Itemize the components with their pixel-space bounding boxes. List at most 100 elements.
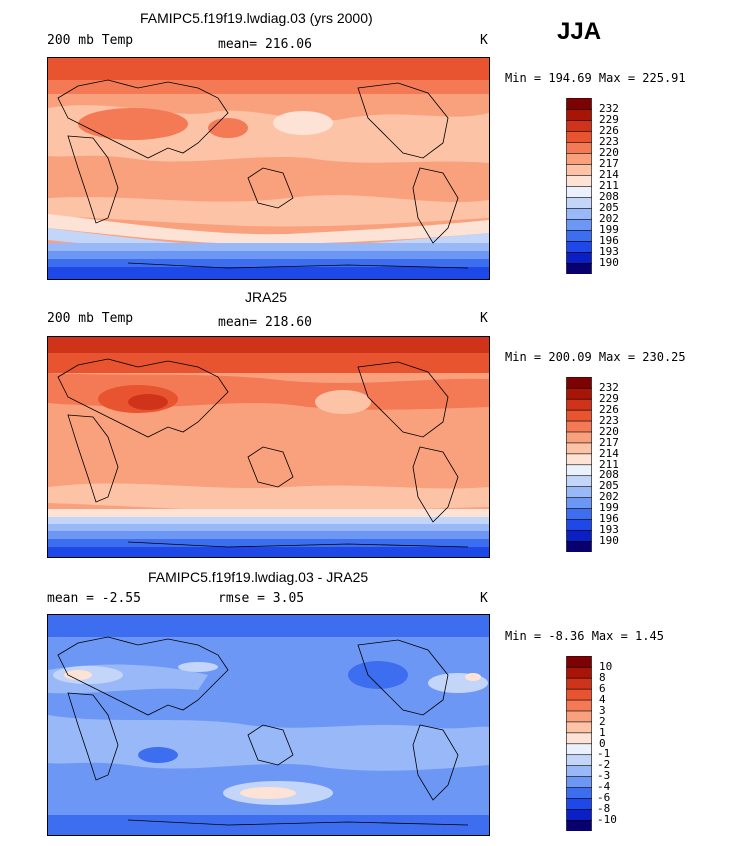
panel1-title: FAMIPC5.f19f19.lwdiag.03 (yrs 2000) (140, 10, 373, 26)
colorbar-tick-label: -4 (597, 780, 611, 794)
colorbar-swatch (566, 262, 592, 274)
colorbar-tick-label: -2 (597, 758, 611, 772)
panel1-colorbar (566, 98, 592, 274)
colorbar-swatch (566, 163, 592, 176)
colorbar-tick-label: 211 (599, 457, 619, 471)
colorbar-swatch (566, 786, 592, 799)
colorbar-swatch (566, 540, 592, 552)
colorbar-swatch (566, 486, 592, 498)
colorbar-swatch (566, 174, 592, 187)
colorbar-swatch (566, 656, 592, 668)
colorbar-tick-label: 190 (599, 256, 619, 269)
colorbar-swatch (566, 497, 592, 509)
colorbar-tick-label: 220 (599, 424, 619, 438)
colorbar-tick-label: 205 (599, 479, 619, 493)
panel3-title: FAMIPC5.f19f19.lwdiag.03 - JRA25 (148, 569, 369, 585)
colorbar-tick-label: 1 (599, 725, 606, 739)
colorbar-tick-label: 229 (599, 113, 619, 126)
colorbar-tick-label: -10 (597, 813, 617, 827)
colorbar-tick-label: 199 (599, 501, 619, 515)
panel1-units-label: K (480, 33, 488, 48)
colorbar-tick-label: 10 (599, 659, 613, 673)
colorbar-swatch (566, 251, 592, 264)
colorbar-tick-label: 211 (599, 179, 619, 192)
panel2-map (47, 336, 490, 558)
colorbar-tick-label: -8 (597, 802, 611, 816)
colorbar-swatch (566, 108, 592, 121)
colorbar-swatch (566, 765, 592, 777)
colorbar-tick-label: 2 (599, 714, 606, 728)
panel3-mean-label: mean = -2.55 (47, 591, 141, 606)
colorbar-swatch (566, 377, 592, 389)
colorbar-tick-label: 193 (599, 523, 619, 537)
colorbar-swatch (566, 677, 592, 690)
colorbar-tick-label: -3 (597, 769, 611, 783)
panel2-mean-label: mean= 218.60 (218, 315, 312, 330)
colorbar-swatch (566, 240, 592, 253)
colorbar-swatch (566, 688, 592, 701)
panel1-mean-label: mean= 216.06 (218, 37, 312, 52)
colorbar-swatch (566, 207, 592, 220)
colorbar-swatch (566, 398, 592, 411)
panel2-colorbar (566, 377, 592, 552)
colorbar-tick-label: 229 (599, 391, 619, 405)
colorbar-swatch (566, 819, 592, 831)
colorbar-swatch (566, 808, 592, 821)
colorbar-swatch (566, 776, 592, 788)
colorbar-tick-label: 223 (599, 413, 619, 427)
panel2-units-label: K (480, 311, 488, 326)
colorbar-tick-label: 214 (599, 168, 619, 181)
colorbar-swatch (566, 529, 592, 542)
colorbar-swatch (566, 464, 592, 477)
panel2-colorbar-svg (566, 377, 592, 552)
colorbar-swatch (566, 721, 592, 734)
panel1-map-svg (48, 58, 489, 279)
colorbar-tick-label: 190 (599, 534, 619, 548)
colorbar-tick-label: -6 (597, 791, 611, 805)
colorbar-swatch (566, 710, 592, 723)
panel1-colorbar-svg (566, 98, 592, 274)
colorbar-swatch (566, 797, 592, 810)
panel3-colorbar (566, 656, 592, 831)
colorbar-tick-label: 214 (599, 446, 619, 460)
season-label: JJA (557, 18, 602, 45)
colorbar-tick-label: 208 (599, 190, 619, 203)
colorbar-swatch (566, 387, 592, 400)
colorbar-swatch (566, 431, 592, 444)
panel2-title: JRA25 (245, 289, 288, 305)
colorbar-swatch (566, 442, 592, 455)
panel2-map-svg (48, 337, 489, 557)
colorbar-swatch (566, 743, 592, 756)
colorbar-swatch (566, 196, 592, 209)
colorbar-tick-label: 193 (599, 245, 619, 258)
panel3-rmse-label: rmse = 3.05 (218, 591, 305, 606)
colorbar-swatch (566, 409, 592, 422)
colorbar-tick-label: 226 (599, 402, 619, 416)
panel3-map (47, 614, 490, 836)
panel3-map-svg (48, 615, 489, 835)
colorbar-tick-label: 208 (599, 468, 619, 482)
colorbar-swatch (566, 141, 592, 154)
colorbar-swatch (566, 475, 592, 487)
colorbar-tick-label: 220 (599, 146, 619, 159)
colorbar-swatch (566, 185, 592, 198)
colorbar-tick-label: 205 (599, 201, 619, 214)
colorbar-swatch (566, 420, 592, 433)
colorbar-tick-label: 3 (599, 703, 606, 717)
colorbar-tick-label: -1 (597, 747, 611, 761)
panel1-variable-label: 200 mb Temp (47, 33, 134, 48)
panel1-minmax: Min = 194.69 Max = 225.91 (505, 71, 686, 85)
colorbar-swatch (566, 152, 592, 165)
colorbar-swatch (566, 229, 592, 242)
colorbar-tick-label: 217 (599, 435, 619, 449)
panel3-minmax: Min = -8.36 Max = 1.45 (505, 629, 664, 643)
panel1-map (47, 57, 490, 280)
colorbar-tick-label: 232 (599, 102, 619, 115)
colorbar-swatch (566, 666, 592, 679)
colorbar-tick-label: 223 (599, 135, 619, 148)
colorbar-tick-label: 0 (599, 736, 606, 750)
colorbar-swatch (566, 218, 592, 231)
colorbar-swatch (566, 130, 592, 143)
colorbar-tick-label: 4 (599, 692, 606, 706)
panel2-minmax: Min = 200.09 Max = 230.25 (505, 350, 686, 364)
